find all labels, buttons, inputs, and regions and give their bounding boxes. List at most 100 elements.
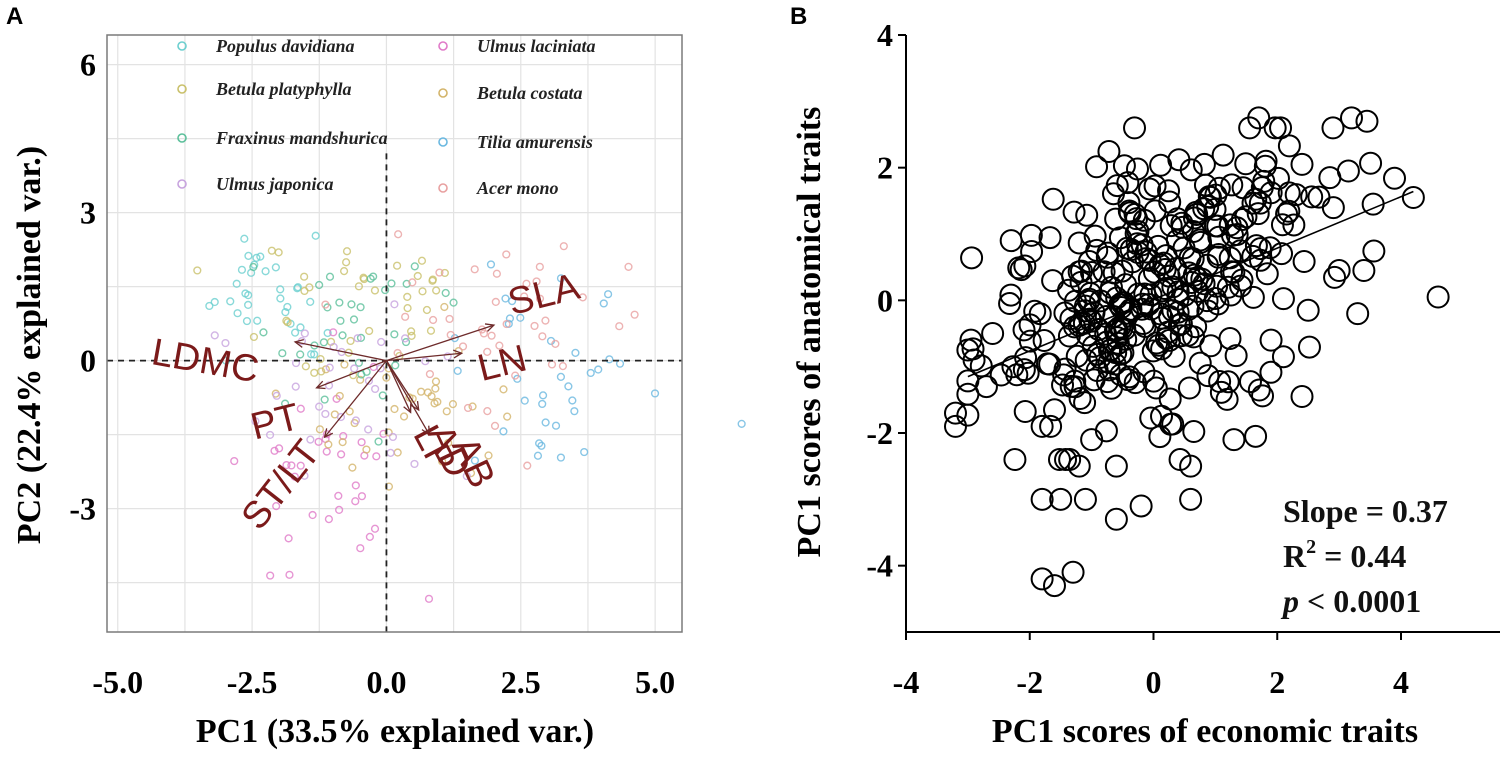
data-point: [445, 314, 454, 324]
data-point: [324, 381, 334, 390]
data-point: [1077, 250, 1101, 274]
y-tick-label: 0: [877, 282, 893, 318]
data-point: [1241, 285, 1265, 309]
data-point: [242, 316, 252, 326]
data-point: [1038, 226, 1062, 250]
data-point: [1139, 283, 1163, 307]
data-point: [1097, 139, 1121, 163]
data-point: [325, 363, 334, 372]
data-point: [1269, 116, 1293, 140]
data-point: [400, 334, 410, 343]
data-point: [432, 286, 441, 295]
panel-letter-a: A: [6, 3, 23, 30]
legend-label: Tilia amurensis: [477, 132, 593, 152]
legend-marker: [438, 88, 448, 98]
zero-reference-lines: [107, 153, 682, 632]
legend-marker: [177, 133, 187, 143]
legend-label: Betula platyphylla: [215, 79, 352, 99]
data-point: [282, 460, 291, 470]
data-point: [340, 360, 349, 369]
data-point: [1244, 187, 1268, 211]
data-point: [1043, 398, 1066, 422]
legend-marker: [438, 41, 448, 51]
data-point: [580, 447, 589, 457]
data-point: [1073, 391, 1097, 415]
legend-entry: Populus davidiana: [177, 36, 355, 56]
data-point: [538, 399, 547, 409]
data-point: [336, 412, 346, 422]
data-point: [1041, 269, 1065, 293]
data-point: [1097, 358, 1121, 382]
data-point: [356, 375, 365, 384]
data-point: [1277, 199, 1301, 223]
data-point: [315, 280, 324, 290]
data-point: [999, 283, 1023, 307]
data-point: [586, 368, 595, 378]
data-point: [417, 256, 427, 265]
data-point: [240, 234, 249, 243]
x-tick-label: -4: [893, 664, 920, 700]
data-point: [348, 463, 357, 472]
data-point: [453, 366, 462, 375]
data-point: [403, 292, 412, 301]
data-point: [354, 358, 363, 367]
data-point: [446, 330, 455, 340]
data-point: [1238, 370, 1262, 394]
data-point: [259, 328, 268, 337]
data-point: [1020, 240, 1044, 264]
data-point: [533, 451, 543, 460]
data-point: [1161, 412, 1185, 436]
data-point: [441, 288, 450, 298]
data-point: [551, 339, 560, 348]
loading-arrow-ab: [385, 360, 430, 435]
data-point: [444, 438, 453, 448]
data-point: [1110, 259, 1134, 283]
y-tick-labels: 6 3 0 -3: [69, 47, 96, 527]
data-point: [357, 438, 366, 447]
loading-arrow-ldmc: [294, 341, 387, 362]
data-point: [329, 328, 338, 337]
data-point: [403, 304, 412, 313]
x-tick-label: 4: [1393, 664, 1409, 700]
data-point: [377, 337, 386, 347]
data-point: [356, 333, 366, 342]
data-point: [427, 392, 436, 401]
arrow-head: [453, 349, 464, 359]
grid-lines: [107, 35, 682, 632]
data-point: [1340, 106, 1363, 130]
data-point: [401, 312, 410, 321]
data-point: [1180, 271, 1204, 295]
data-point: [381, 285, 390, 295]
data-point: [1150, 337, 1174, 361]
data-point: [1030, 414, 1054, 438]
data-point: [253, 316, 262, 325]
data-point: [296, 323, 305, 332]
data-point: [1271, 287, 1295, 311]
data-point: [1075, 203, 1099, 227]
data-point: [321, 300, 330, 309]
data-point: [1054, 448, 1078, 472]
data-point: [499, 427, 508, 436]
data-point: [1104, 507, 1128, 531]
data-point: [523, 461, 532, 470]
data-point: [1225, 216, 1249, 240]
data-point: [221, 338, 230, 348]
data-point: [410, 459, 419, 469]
data-point: [354, 282, 364, 291]
data-point: [1192, 272, 1216, 296]
data-point: [1104, 454, 1128, 478]
data-point: [335, 298, 344, 307]
legend-entry: Acer mono: [438, 178, 559, 198]
data-point: [1049, 487, 1073, 511]
data-point: [1182, 206, 1206, 230]
data-point: [535, 439, 544, 448]
data-point: [501, 294, 510, 303]
data-point: [1196, 364, 1220, 388]
data-point: [392, 261, 402, 270]
data-point: [1103, 319, 1127, 343]
data-point: [374, 437, 383, 446]
data-point: [1009, 258, 1033, 282]
data-point: [336, 316, 345, 325]
